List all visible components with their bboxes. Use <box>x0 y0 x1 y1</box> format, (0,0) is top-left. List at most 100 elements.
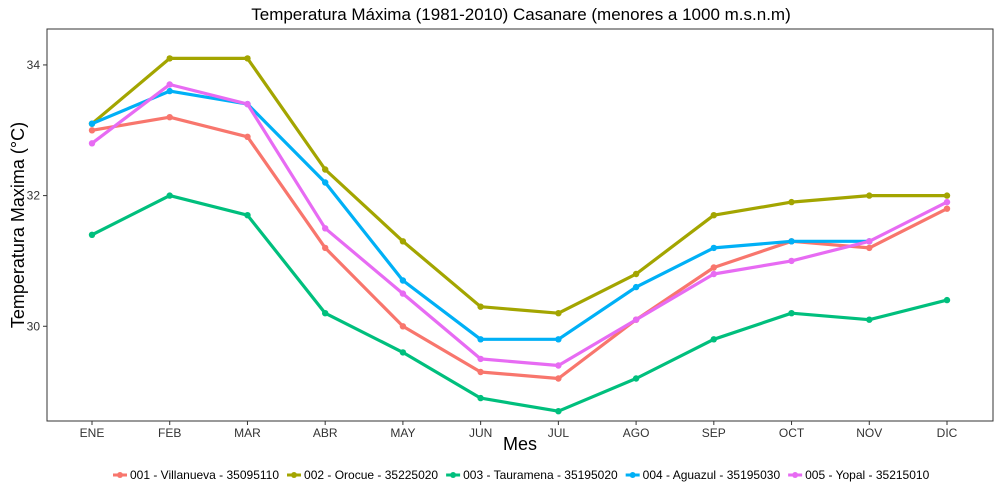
data-point <box>399 290 407 297</box>
x-tick-label: ENE <box>80 426 105 440</box>
data-point <box>166 114 173 121</box>
data-point <box>710 244 717 252</box>
series-line <box>90 194 949 413</box>
legend-label: 002 - Orocue - 35225020 <box>304 468 438 482</box>
y-tick-label: 30 <box>27 319 41 333</box>
legend-key-point <box>792 472 799 478</box>
legend-key-point <box>629 472 636 478</box>
series-layer <box>88 55 951 415</box>
data-point <box>943 198 951 206</box>
data-point <box>788 198 795 206</box>
data-point <box>632 316 640 323</box>
data-point <box>555 375 562 382</box>
data-point <box>710 264 717 271</box>
data-point <box>866 316 873 323</box>
data-point <box>555 362 562 369</box>
data-point <box>555 310 562 317</box>
data-point <box>788 238 795 245</box>
data-point <box>166 81 173 88</box>
y-tick-label: 32 <box>27 189 41 203</box>
data-point <box>710 212 717 219</box>
data-point <box>477 303 484 310</box>
data-point <box>943 192 951 199</box>
x-tick-label: ABR <box>313 426 338 440</box>
data-point <box>244 55 251 62</box>
data-point <box>555 336 562 343</box>
legend: 001 - Villanueva - 35095110 002 - Orocue … <box>113 468 930 482</box>
y-tick-label: 34 <box>27 58 41 72</box>
data-point <box>477 394 484 402</box>
data-point <box>943 296 951 304</box>
data-point <box>322 166 329 173</box>
legend-item-2: 002 - Orocue - 35225020 <box>287 468 438 482</box>
data-point <box>632 283 640 291</box>
series-line <box>90 82 949 368</box>
data-point <box>322 225 329 232</box>
series-4 <box>88 87 873 343</box>
data-point <box>244 100 251 108</box>
data-point <box>166 55 173 62</box>
chart-title: Temperatura Máxima (1981-2010) Casanare … <box>251 5 791 24</box>
data-point <box>399 323 407 330</box>
x-tick-label: DIC <box>937 426 958 440</box>
data-point <box>322 310 329 317</box>
data-point <box>88 127 96 134</box>
legend-item-3: 003 - Tauramena - 35195020 <box>446 468 618 482</box>
data-point <box>322 179 329 186</box>
data-point <box>399 349 407 356</box>
data-point <box>88 231 96 238</box>
data-point <box>632 270 640 278</box>
data-point <box>710 270 717 278</box>
data-point <box>399 277 407 284</box>
x-tick-label: MAR <box>234 426 261 440</box>
x-axis: ENE FEB MAR ABR MAY JUN JUL AGO SEP OCT NOV DIC <box>80 421 958 440</box>
legend-label: 003 - Tauramena - 35195020 <box>463 468 618 482</box>
x-tick-label: NOV <box>856 426 882 440</box>
x-tick-label: MAY <box>390 426 415 440</box>
legend-item-4: 004 - Aguazul - 35195030 <box>625 468 781 482</box>
legend-item-1: 001 - Villanueva - 35095110 <box>113 468 279 482</box>
legend-key-point <box>450 472 457 478</box>
legend-label: 005 - Yopal - 35215010 <box>805 468 929 482</box>
x-tick-label: FEB <box>158 426 181 440</box>
data-point <box>166 192 173 199</box>
data-point <box>477 355 484 363</box>
data-point <box>88 140 96 147</box>
x-tick-label: OCT <box>779 426 805 440</box>
data-point <box>866 192 873 199</box>
data-point <box>710 336 717 343</box>
legend-key-point <box>117 472 123 478</box>
data-point <box>477 336 484 343</box>
data-point <box>632 375 640 382</box>
data-point <box>555 408 562 415</box>
data-point <box>866 238 873 245</box>
data-point <box>477 368 484 376</box>
legend-label: 004 - Aguazul - 35195030 <box>643 468 781 482</box>
series-5 <box>88 81 951 369</box>
data-point <box>788 310 795 317</box>
data-point <box>943 205 951 212</box>
data-point <box>244 133 251 140</box>
legend-item-5: 005 - Yopal - 35215010 <box>788 468 930 482</box>
series-line <box>90 56 949 315</box>
legend-key-point <box>291 472 298 478</box>
y-axis: 30 32 34 <box>27 58 47 333</box>
data-point <box>166 87 173 95</box>
x-tick-label: AGO <box>623 426 650 440</box>
data-point <box>788 257 795 265</box>
data-point <box>88 120 96 127</box>
data-point <box>866 244 873 252</box>
series-2 <box>88 55 951 317</box>
legend-label: 001 - Villanueva - 35095110 <box>130 468 279 482</box>
y-axis-title: Temperatura Maxima (°C) <box>8 122 28 328</box>
data-point <box>399 238 407 245</box>
x-tick-label: JUN <box>469 426 492 440</box>
x-axis-title: Mes <box>503 434 537 454</box>
data-point <box>322 244 329 252</box>
x-tick-label: SEP <box>702 426 726 440</box>
x-tick-label: JUL <box>548 426 570 440</box>
series-3 <box>88 192 951 415</box>
data-point <box>244 212 251 219</box>
